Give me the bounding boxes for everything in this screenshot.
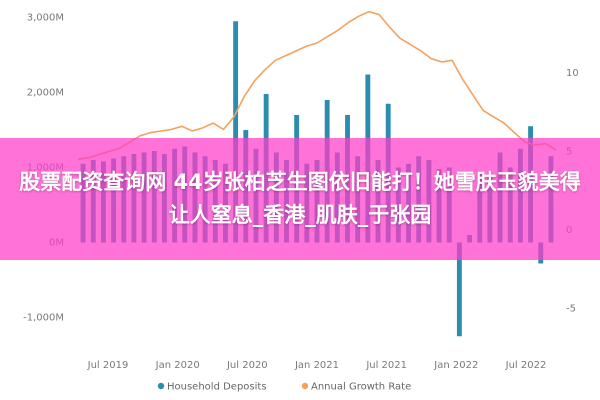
x-tick-label: Jan 2020: [155, 360, 200, 371]
x-tick-label: Jul 2019: [87, 360, 129, 371]
growth-rate-line: [77, 10, 557, 161]
x-tick-label: Jul 2021: [365, 360, 407, 371]
bar: [233, 21, 239, 243]
legend-label-annual-growth-rate: Annual Growth Rate: [311, 382, 411, 393]
y-left-tick-label: 3,000M: [27, 13, 64, 24]
legend-label-household-deposits: Household Deposits: [167, 382, 267, 393]
legend: Household Deposits Annual Growth Rate: [157, 382, 411, 393]
y-left-tick-label: -1,000M: [23, 313, 64, 324]
legend-marker-annual-growth-rate: [301, 382, 309, 390]
x-tick-label: Jul 2022: [505, 360, 547, 371]
y-left-tick-label: 2,000M: [27, 88, 64, 99]
x-tick-label: Jan 2022: [433, 360, 478, 371]
overlay-banner: 股票配资查询网 44岁张柏芝生图依旧能打！她雪肤玉貌美得让人窒息_香港_肌肤_于…: [0, 138, 600, 260]
y-right-tick-label: 10: [566, 68, 579, 79]
bar: [456, 242, 462, 337]
legend-marker-household-deposits: [157, 382, 165, 390]
x-tick-label: Jul 2020: [226, 360, 268, 371]
x-tick-label: Jan 2021: [294, 360, 339, 371]
overlay-title: 股票配资查询网 44岁张柏芝生图依旧能打！她雪肤玉貌美得让人窒息_香港_肌肤_于…: [19, 170, 581, 227]
line-layer: [77, 10, 557, 161]
y-right-tick-label: -5: [566, 304, 576, 315]
